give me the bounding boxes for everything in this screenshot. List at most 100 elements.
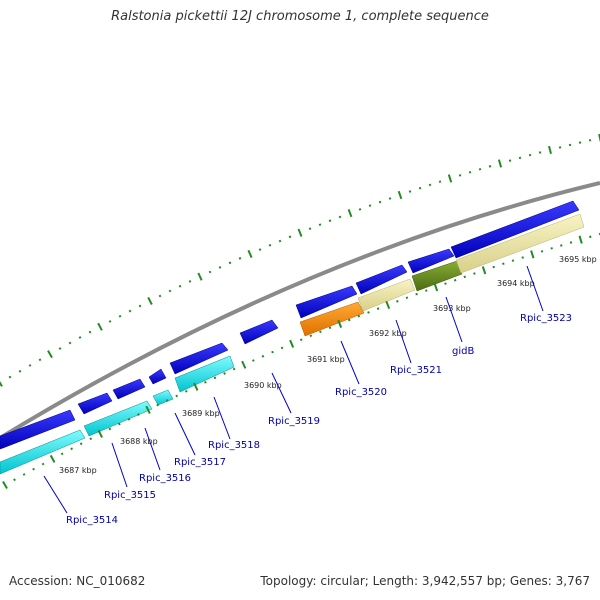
- kbp-label: 3694 kbp: [497, 279, 535, 288]
- tick-mark: [521, 256, 524, 259]
- tick-mark: [560, 244, 563, 247]
- gene-label: Rpic_3516: [139, 473, 191, 484]
- tick-mark: [47, 350, 53, 359]
- gene-label: Rpic_3517: [174, 457, 226, 468]
- tick-mark: [319, 330, 322, 334]
- sequence-backbone: [0, 181, 600, 440]
- leader-line: [174, 412, 196, 456]
- cds-forward-feature: [0, 409, 76, 450]
- kbp-label: 3693 kbp: [433, 304, 471, 313]
- leader-line: [144, 427, 161, 471]
- tick-mark: [453, 278, 457, 282]
- tick-mark: [376, 307, 380, 310]
- tick-mark: [488, 165, 492, 168]
- accession-text: Accession: NC_010682: [9, 574, 146, 588]
- tick-mark: [223, 372, 226, 375]
- tick-mark: [528, 153, 532, 157]
- tick-mark: [97, 322, 103, 331]
- kbp-label: 3695 kbp: [559, 255, 597, 264]
- kbp-label: 3689 kbp: [182, 409, 220, 418]
- cds-reverse-feature: [0, 429, 86, 475]
- tick-mark: [108, 427, 112, 431]
- tick-mark: [13, 478, 16, 482]
- pale-feature: [455, 213, 585, 274]
- leader-line: [445, 296, 463, 343]
- orange-feature: [299, 301, 365, 337]
- tick-mark: [58, 347, 62, 350]
- kbp-label: 3692 kbp: [369, 329, 407, 338]
- tick-mark: [238, 257, 242, 260]
- tick-mark: [492, 265, 495, 269]
- tick-mark: [388, 197, 392, 200]
- olive-feature: [411, 260, 463, 292]
- pale-feature: [357, 278, 416, 312]
- tick-mark: [271, 350, 274, 354]
- tick-mark: [213, 376, 217, 380]
- tick-mark: [60, 452, 64, 456]
- tick-mark: [193, 382, 199, 391]
- tick-mark: [447, 174, 453, 183]
- tick-mark: [438, 180, 442, 183]
- tick-mark: [299, 338, 303, 342]
- tick-mark: [367, 311, 370, 314]
- tick-mark: [184, 389, 188, 393]
- tick-mark: [297, 228, 303, 237]
- tick-mark: [368, 204, 372, 207]
- tick-mark: [538, 151, 542, 154]
- tick-mark: [188, 280, 192, 283]
- tick-mark: [497, 159, 503, 168]
- tick-mark: [268, 243, 272, 247]
- tick-mark: [68, 341, 72, 345]
- cds-forward-feature: [407, 248, 455, 274]
- tick-mark: [2, 481, 8, 489]
- tick-mark: [397, 190, 403, 200]
- kbp-label: 3688 kbp: [120, 437, 158, 446]
- tick-mark: [518, 156, 522, 160]
- tick-mark: [178, 284, 182, 288]
- tick-mark: [70, 447, 73, 451]
- tick-mark: [444, 282, 447, 285]
- cds-reverse-feature: [152, 389, 174, 406]
- tick-mark: [337, 319, 343, 328]
- tick-mark: [127, 417, 131, 421]
- leader-line: [271, 372, 292, 414]
- tick-mark: [228, 261, 232, 265]
- tick-mark: [318, 223, 322, 227]
- gene-label: Rpic_3518: [208, 440, 260, 451]
- gene-label: Rpic_3521: [390, 365, 442, 376]
- tick-mark: [0, 381, 3, 387]
- tick-mark: [418, 186, 422, 190]
- kbp-label: 3690 kbp: [244, 381, 282, 390]
- tick-mark: [309, 334, 313, 337]
- tick-mark: [49, 454, 56, 463]
- tick-mark: [88, 330, 92, 334]
- tick-mark: [502, 262, 505, 266]
- tick-mark: [550, 247, 553, 250]
- tick-mark: [175, 394, 179, 398]
- tick-mark: [78, 336, 82, 339]
- tick-mark: [589, 235, 592, 239]
- tick-mark: [415, 292, 418, 296]
- gene-label: Rpic_3515: [104, 490, 156, 501]
- tick-mark: [338, 215, 342, 219]
- tick-mark: [530, 250, 535, 259]
- tick-mark: [511, 259, 515, 262]
- tick-mark: [358, 208, 362, 211]
- gene-label: Rpic_3514: [66, 515, 118, 526]
- cds-forward-feature: [77, 392, 113, 415]
- tick-mark: [258, 248, 262, 251]
- cds-forward-feature: [295, 285, 358, 319]
- gene-label: Rpic_3519: [268, 416, 320, 427]
- tick-mark: [408, 190, 412, 193]
- tick-mark: [241, 360, 247, 369]
- tick-mark: [145, 405, 151, 414]
- tick-mark: [197, 272, 203, 281]
- tick-mark: [548, 145, 552, 155]
- cds-reverse-feature: [174, 355, 235, 393]
- tick-mark: [208, 270, 212, 274]
- leader-line: [43, 475, 68, 514]
- leader-line: [395, 319, 412, 364]
- tick-mark: [540, 250, 544, 253]
- tick-mark: [79, 442, 83, 446]
- leader-line: [213, 396, 231, 440]
